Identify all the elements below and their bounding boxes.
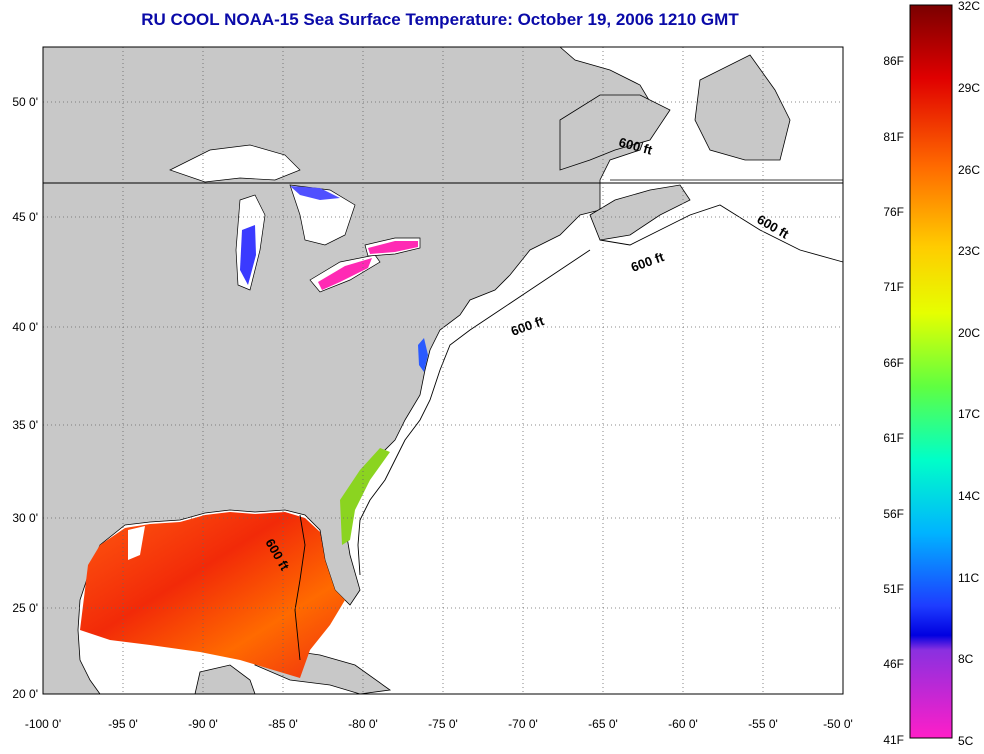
- lon-tick: -50 0': [823, 717, 853, 731]
- cb-c-label: 20C: [958, 326, 980, 340]
- lake-superior: [169, 144, 301, 183]
- cb-c-label: 11C: [958, 571, 979, 585]
- sst-florida-east: [340, 448, 390, 545]
- lon-tick: -60 0': [668, 717, 698, 731]
- lat-tick: 30 0': [12, 511, 38, 525]
- sst-gulf-gap: [128, 526, 145, 560]
- colorbar: 86F 81F 76F 71F 66F 61F 56F 51F 46F 41F …: [883, 0, 980, 748]
- lat-tick: 25 0': [12, 601, 38, 615]
- lon-tick: -100 0': [25, 717, 61, 731]
- cb-c-label: 5C: [958, 734, 974, 748]
- map-frame: [42, 46, 844, 695]
- land-newfoundland: [694, 54, 791, 161]
- cb-f-label: 76F: [883, 205, 904, 219]
- lon-tick: -65 0': [588, 717, 618, 731]
- cb-f-label: 51F: [883, 582, 904, 596]
- lat-tick: 40 0': [12, 320, 38, 334]
- cb-f-label: 86F: [883, 54, 904, 68]
- cb-c-label: 8C: [958, 652, 974, 666]
- lat-tick: 50 0': [12, 95, 38, 109]
- lon-tick: -75 0': [428, 717, 458, 731]
- land-nova-scotia: [589, 184, 691, 241]
- cb-f-label: 41F: [883, 733, 904, 747]
- sst-lake-ontario: [368, 241, 418, 254]
- colorbar-fahrenheit: 86F 81F 76F 71F 66F 61F 56F 51F 46F 41F: [883, 54, 904, 747]
- map-title: RU COOL NOAA-15 Sea Surface Temperature:…: [141, 10, 739, 29]
- lat-tick: 45 0': [12, 210, 38, 224]
- sst-chesapeake: [418, 338, 428, 372]
- lon-tick: -80 0': [348, 717, 378, 731]
- cb-f-label: 81F: [883, 130, 904, 144]
- colorbar-celsius: 32C 29C 26C 23C 20C 17C 14C 11C 8C 5C: [958, 0, 980, 748]
- isobath-600ft: [294, 204, 844, 661]
- lon-tick: -95 0': [108, 717, 138, 731]
- cb-f-label: 56F: [883, 507, 904, 521]
- gridlines: [43, 47, 843, 694]
- land-maritimes: [559, 94, 671, 171]
- lat-tick: 20 0': [12, 687, 38, 701]
- sst-lake-michigan: [240, 225, 256, 285]
- cb-f-label: 71F: [883, 280, 904, 294]
- lon-axis: -100 0' -95 0' -90 0' -85 0' -80 0' -75 …: [25, 717, 853, 731]
- colorbar-gradient: [909, 4, 953, 739]
- cb-c-label: 26C: [958, 163, 980, 177]
- cb-c-label: 29C: [958, 81, 980, 95]
- lon-tick: -85 0': [268, 717, 298, 731]
- cb-c-label: 23C: [958, 244, 980, 258]
- cb-c-label: 14C: [958, 489, 980, 503]
- lon-tick: -90 0': [188, 717, 218, 731]
- cb-c-label: 17C: [958, 407, 980, 421]
- lat-axis: 50 0' 45 0' 40 0' 35 0' 30 0' 25 0' 20 0…: [12, 95, 38, 701]
- map-area: 600 ft 600 ft 600 ft 600 ft 600 ft: [42, 46, 844, 695]
- lon-tick: -55 0': [748, 717, 778, 731]
- sst-lake-erie: [318, 258, 372, 290]
- lon-tick: -70 0': [508, 717, 538, 731]
- cb-f-label: 66F: [883, 356, 904, 370]
- lake-huron: [289, 184, 356, 246]
- cb-f-label: 61F: [883, 431, 904, 445]
- lat-tick: 35 0': [12, 418, 38, 432]
- cb-f-label: 46F: [883, 657, 904, 671]
- cb-c-label: 32C: [958, 0, 980, 13]
- sst-lake-huron-north: [290, 186, 340, 200]
- sst-gulf: [80, 512, 345, 678]
